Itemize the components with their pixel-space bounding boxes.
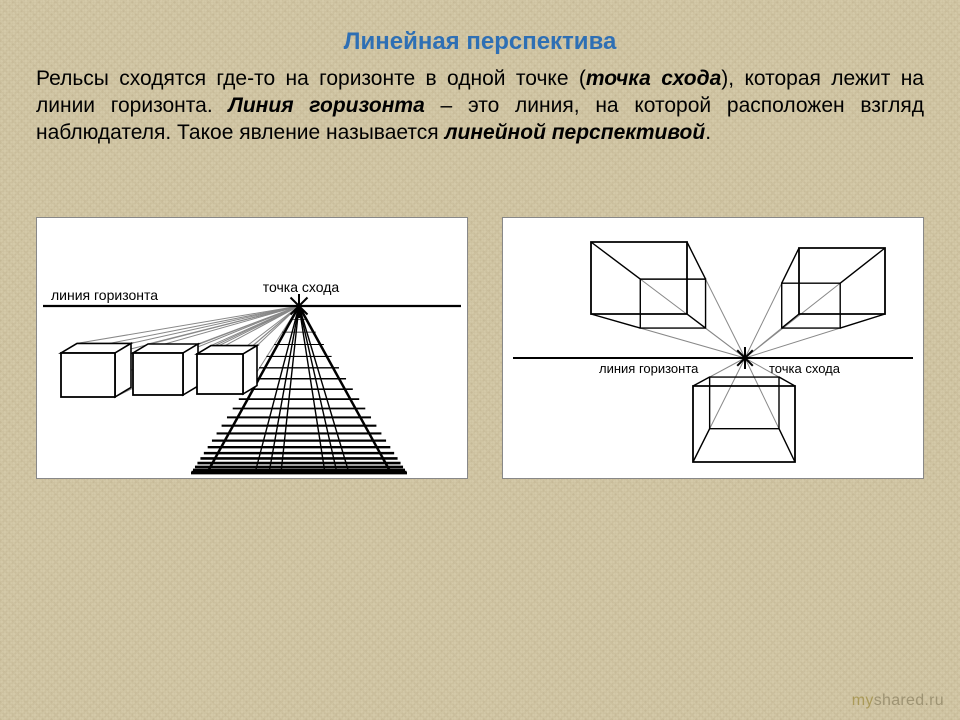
term-vanishing-point: точка схода bbox=[586, 67, 721, 90]
watermark-rest: shared.ru bbox=[874, 692, 944, 709]
figure-left: линия горизонта точка схода bbox=[36, 217, 468, 479]
svg-text:точка схода: точка схода bbox=[263, 279, 340, 295]
page-title: Линейная перспектива bbox=[36, 28, 924, 56]
p-seg4: . bbox=[705, 121, 711, 144]
figure-right-svg: линия горизонта точка схода bbox=[503, 218, 923, 478]
body-paragraph: Рельсы сходятся где-то на горизонте в од… bbox=[36, 66, 924, 147]
svg-text:линия горизонта: линия горизонта bbox=[51, 287, 158, 303]
watermark: myshared.ru bbox=[852, 692, 944, 710]
svg-text:точка схода: точка схода bbox=[769, 361, 841, 376]
p-seg1: Рельсы сходятся где-то на горизонте в од… bbox=[36, 67, 586, 90]
term-linear-perspective: линейной перспективой bbox=[444, 121, 705, 144]
svg-text:линия горизонта: линия горизонта bbox=[599, 361, 699, 376]
figure-left-svg: линия горизонта точка схода bbox=[37, 218, 467, 478]
figure-right: линия горизонта точка схода bbox=[502, 217, 924, 479]
watermark-prefix: my bbox=[852, 692, 874, 709]
term-horizon-line: Линия горизонта bbox=[228, 94, 424, 117]
